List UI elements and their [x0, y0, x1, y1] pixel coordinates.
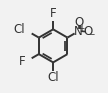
Text: +: +	[79, 24, 85, 33]
Text: Cl: Cl	[47, 71, 59, 84]
Text: O: O	[84, 25, 93, 38]
Text: −: −	[89, 30, 95, 39]
Text: F: F	[19, 55, 25, 68]
Text: N: N	[74, 25, 83, 38]
Text: O: O	[74, 16, 83, 29]
Text: F: F	[50, 7, 56, 20]
Text: Cl: Cl	[14, 23, 25, 36]
